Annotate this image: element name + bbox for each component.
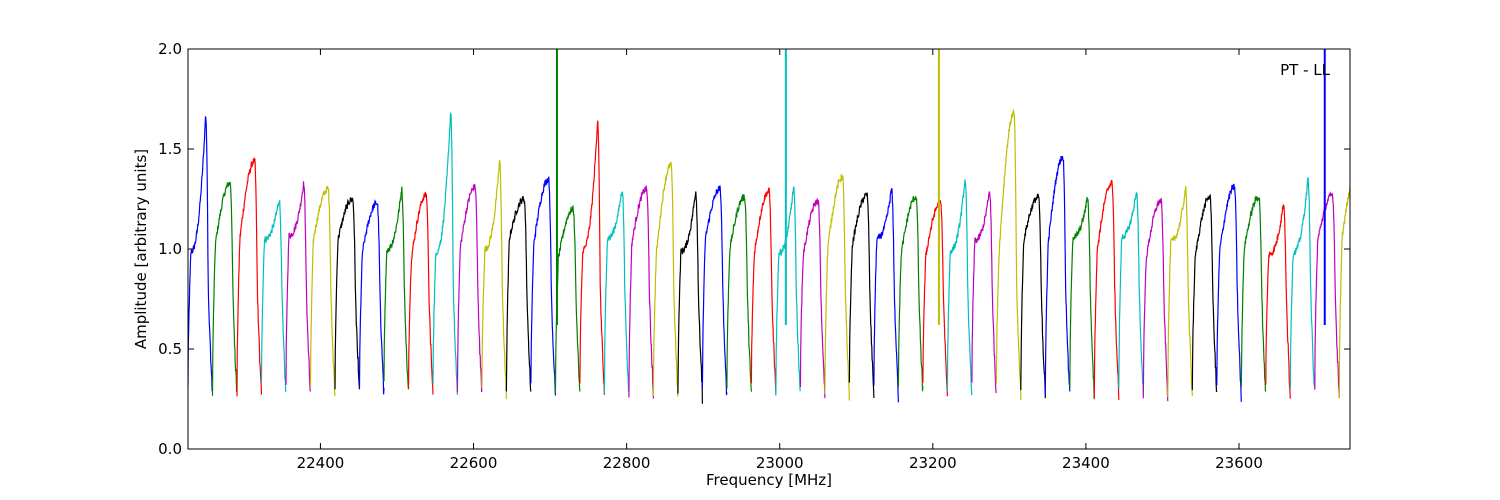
sub-band-line: [995, 108, 1022, 400]
sub-band-line: [236, 157, 263, 397]
sub-band-line: [1044, 156, 1071, 395]
sub-band-line: [505, 195, 532, 392]
sub-band-line: [260, 200, 287, 392]
sub-band-line: [334, 197, 361, 390]
spike-layer: [555, 49, 1326, 325]
sub-band-line: [1118, 191, 1144, 395]
sub-band-line: [358, 198, 385, 395]
sub-band-line: [1216, 183, 1242, 402]
x-tick-label: 23200: [909, 454, 957, 472]
y-axis: 0.0 0.5 1.0 1.5 2.0: [158, 40, 1350, 458]
sub-band-line: [799, 198, 826, 399]
sub-band-line: [873, 188, 899, 403]
sub-band-line: [701, 184, 728, 396]
sub-band-line: [456, 183, 483, 393]
x-axis-label: Frequency [MHz]: [706, 471, 832, 489]
sub-band-line: [579, 120, 605, 395]
y-axis-label: Amplitude [arbitrary units]: [132, 149, 150, 349]
sub-band-line: [677, 191, 703, 404]
sub-band-line: [922, 199, 948, 397]
sub-band-line: [971, 191, 997, 394]
sub-band-line: [628, 185, 654, 399]
x-tick-label: 23000: [756, 454, 804, 472]
sub-band-line: [750, 187, 777, 396]
sub-band-line: [383, 186, 410, 390]
plot-annotation: PT - LL: [1280, 61, 1331, 79]
sub-band-line: [1167, 186, 1193, 398]
sub-band-line: [309, 185, 336, 397]
y-tick-label: 2.0: [158, 40, 182, 58]
x-tick-label: 22800: [603, 454, 651, 472]
sub-band-line: [1093, 179, 1120, 400]
sub-band-line: [407, 191, 434, 395]
sub-band-line: [481, 160, 507, 400]
sub-band-line: [285, 181, 312, 392]
sub-band-line: [726, 194, 752, 392]
sub-band-line: [1338, 184, 1350, 399]
y-tick-label: 1.0: [158, 240, 182, 258]
sub-band-line: [652, 161, 679, 397]
y-tick-label: 0.0: [158, 440, 182, 458]
x-tick-label: 22400: [297, 454, 345, 472]
sub-band-line: [1142, 198, 1169, 402]
sub-band-line: [1314, 191, 1340, 398]
sub-band-line: [188, 116, 214, 392]
sub-band-line: [554, 205, 581, 394]
sub-band-line: [603, 191, 630, 394]
sub-band-line: [432, 112, 458, 395]
x-tick-label: 22600: [450, 454, 498, 472]
sub-band-line: [211, 181, 238, 396]
x-tick-label: 23400: [1062, 454, 1110, 472]
sub-band-line: [897, 196, 924, 392]
series-layer: [188, 108, 1350, 404]
y-tick-label: 1.5: [158, 140, 182, 158]
sub-band-line: [1069, 197, 1095, 400]
sub-band-line: [1020, 193, 1046, 399]
sub-band-line: [946, 179, 973, 396]
sub-band-line: [775, 186, 801, 396]
sub-band-line: [1265, 203, 1291, 399]
x-axis: 22400 22600 22800 23000 23200 23400 23600: [297, 49, 1263, 472]
x-tick-label: 23600: [1215, 454, 1263, 472]
sub-band-line: [1191, 194, 1218, 392]
sub-band-line: [848, 192, 875, 399]
y-tick-label: 0.5: [158, 340, 182, 358]
sub-band-line: [1289, 177, 1316, 389]
sub-band-line: [530, 176, 556, 396]
sub-band-line: [824, 174, 850, 401]
sub-band-line: [1240, 195, 1267, 392]
